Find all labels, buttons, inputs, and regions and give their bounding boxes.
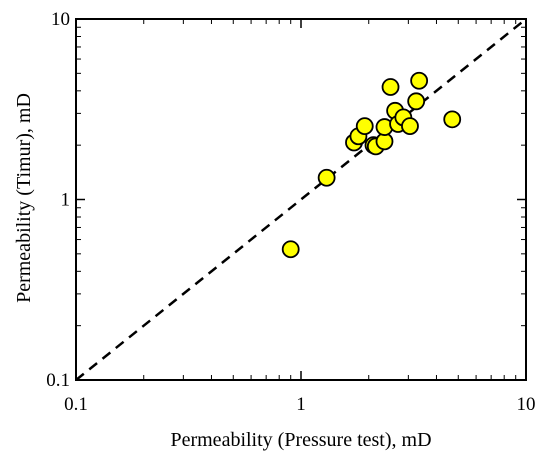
x-tick-label: 10 [517, 394, 536, 415]
x-axis-title: Permeability (Pressure test), mD [170, 429, 431, 451]
data-point [381, 78, 400, 96]
x-tick-label: 1 [296, 394, 306, 415]
y-axis-title: Permeability (Timur), mD [13, 93, 35, 303]
one-to-one-line [75, 18, 527, 381]
data-point [401, 117, 419, 136]
x-tick-label: 0.1 [64, 394, 88, 415]
y-tick-label: 1 [61, 190, 71, 211]
data-point [355, 117, 374, 136]
data-point [407, 92, 426, 111]
plot-layer: 0.1 1 10 0.1 1 10 [46, 9, 535, 415]
data-point [443, 110, 462, 129]
data-point [410, 71, 429, 90]
y-tick-label: 10 [51, 9, 70, 30]
data-point [281, 240, 300, 259]
data-point [317, 168, 336, 187]
y-tick-label: 0.1 [46, 370, 70, 391]
